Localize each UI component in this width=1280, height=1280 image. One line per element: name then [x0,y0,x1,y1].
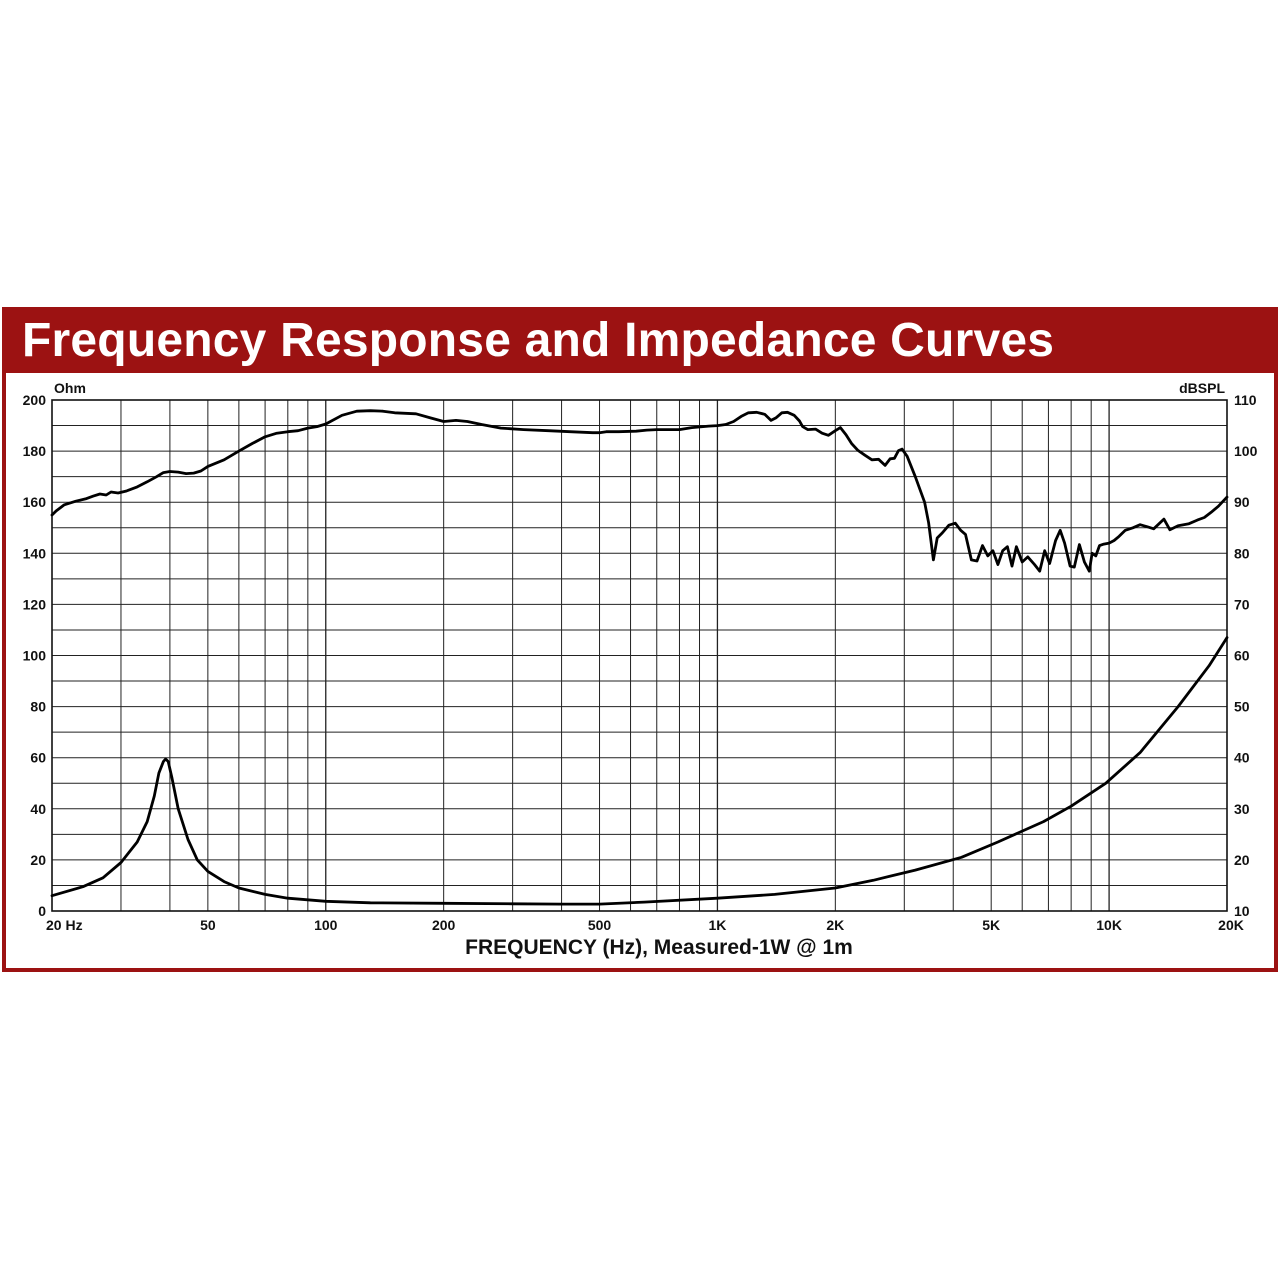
right-axis-unit-label: dBSPL [1179,380,1225,396]
left-axis-unit-label: Ohm [54,380,86,396]
left-tick-label: 40 [30,801,46,817]
right-tick-label: 60 [1234,648,1250,664]
right-tick-label: 10 [1234,903,1250,919]
chart-panel: Frequency Response and Impedance Curves … [2,307,1278,972]
chart-svg: 0 20 40 60 80 100 120 140 160 180 200 10 20 30 40 50 60 7… [23,380,1258,959]
x-tick-label: 500 [588,917,612,933]
impedance-curve [50,636,1229,906]
chart-area: 0 20 40 60 80 100 120 140 160 180 200 10 20 30 40 50 60 7… [6,373,1274,968]
left-tick-label: 160 [23,494,47,510]
right-tick-label: 70 [1234,596,1250,612]
series-layer [50,409,1229,906]
right-tick-label: 30 [1234,801,1250,817]
x-tick-label: 100 [314,917,338,933]
right-tick-label: 40 [1234,750,1250,766]
x-tick-label: 5K [982,917,1000,933]
right-tick-label: 50 [1234,699,1250,715]
left-tick-label: 60 [30,750,46,766]
left-tick-label: 0 [38,903,46,919]
x-tick-label: 50 [200,917,216,933]
left-tick-label: 180 [23,443,47,459]
x-tick-label: 10K [1096,917,1122,933]
left-tick-label: 80 [30,699,46,715]
plot-frame [51,399,1228,912]
left-tick-label: 100 [23,648,47,664]
right-tick-label: 110 [1234,392,1257,408]
x-tick-label: 200 [432,917,456,933]
x-tick-label: 20 Hz [46,917,83,933]
left-tick-label: 120 [23,596,47,612]
x-tick-label: 1K [708,917,726,933]
axis-labels: 0 20 40 60 80 100 120 140 160 180 200 10 20 30 40 50 60 7… [23,380,1258,959]
left-tick-label: 20 [30,852,46,868]
right-tick-label: 20 [1234,852,1250,868]
right-tick-label: 100 [1234,443,1258,459]
x-tick-label: 20K [1218,917,1244,933]
spl-curve [50,409,1229,573]
x-tick-label: 2K [826,917,844,933]
chart-title: Frequency Response and Impedance Curves [22,313,1055,367]
x-axis-title: FREQUENCY (Hz), Measured-1W @ 1m [465,936,853,959]
right-tick-label: 80 [1234,545,1250,561]
left-tick-label: 140 [23,545,47,561]
left-tick-label: 200 [23,392,47,408]
grid [51,399,1228,912]
right-tick-label: 90 [1234,494,1250,510]
